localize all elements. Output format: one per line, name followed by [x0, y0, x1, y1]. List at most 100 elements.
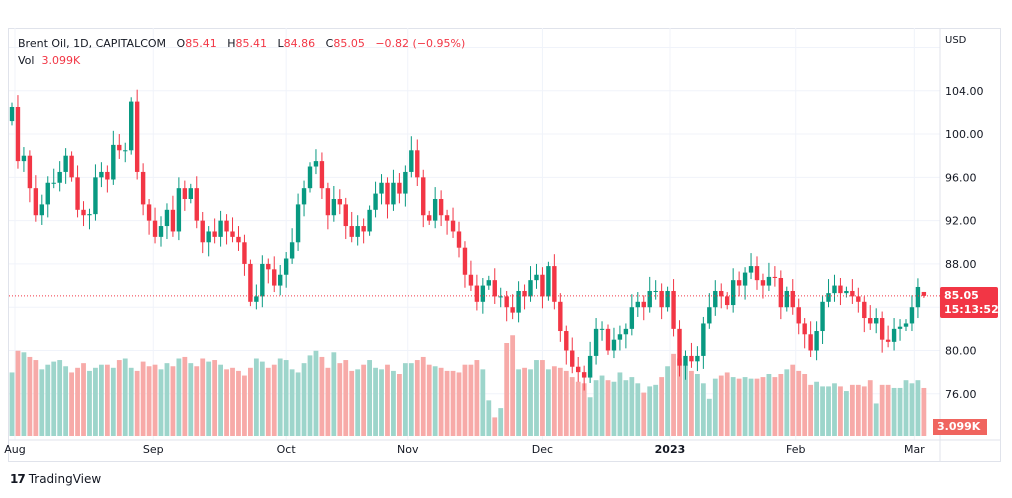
candle-body: [224, 220, 229, 232]
candle-body: [641, 301, 646, 308]
volume-bar: [593, 380, 599, 436]
volume-bar: [33, 360, 39, 436]
volume-bars: [9, 335, 927, 436]
candle-body: [468, 274, 474, 286]
time-axis[interactable]: Aug Sep Oct Nov Dec 2023 Feb Mar: [4, 443, 925, 456]
volume-bar: [599, 375, 605, 436]
volume-bar: [444, 370, 450, 436]
candle-body: [260, 263, 265, 297]
candle-body: [903, 323, 909, 327]
candle-body: [587, 355, 593, 378]
volume-bar: [134, 370, 140, 436]
candle-body: [236, 236, 241, 243]
volume-bar: [253, 358, 259, 436]
chart-legend: Brent Oil, 1D, CAPITALCOM O85.41 H85.41 …: [18, 35, 465, 69]
volume-bar: [408, 363, 414, 436]
candle-body: [9, 107, 15, 122]
volume-bar: [99, 364, 104, 436]
candle-body: [57, 171, 62, 183]
volume-bar: [110, 367, 116, 436]
volume-bar: [784, 369, 790, 436]
volume-bar: [605, 380, 611, 436]
current-volume-label: 3.099K: [933, 419, 987, 435]
candle-body: [313, 161, 319, 167]
volume-bar: [277, 358, 283, 436]
volume-bar: [760, 377, 766, 436]
current-price-label: 85.05 15:13:52: [940, 287, 999, 318]
close-label: C: [325, 37, 334, 50]
volume-bar: [587, 397, 593, 436]
candle-body: [379, 182, 384, 194]
candle-body: [200, 220, 205, 243]
volume-bar: [546, 369, 551, 436]
candle-body: [129, 101, 134, 151]
candle-body: [248, 263, 253, 302]
candle-body: [218, 220, 223, 237]
volume-bar: [15, 350, 21, 436]
candle-body: [862, 301, 867, 319]
volume-bar: [844, 391, 849, 436]
candle-body: [611, 339, 617, 351]
candle-body: [123, 150, 128, 152]
price-tick-label: 80.00: [945, 345, 977, 358]
volume-bar: [81, 363, 86, 436]
candle-body: [117, 144, 122, 151]
candle-body: [730, 280, 736, 306]
candle-body: [15, 107, 21, 162]
volume-bar: [557, 367, 563, 436]
candle-body: [319, 161, 325, 189]
volume-bar: [575, 381, 581, 436]
volume-bar: [641, 392, 647, 436]
candle-body: [498, 296, 503, 298]
candle-body: [748, 266, 754, 273]
volume-bar: [510, 335, 516, 436]
volume-bar: [849, 384, 855, 436]
candle-body: [421, 177, 426, 216]
volume-bar: [635, 383, 641, 436]
volume-bar: [468, 364, 474, 436]
price-axis[interactable]: 76.00 80.00 88.00 92.00 96.00 100.00 104.00: [945, 85, 984, 401]
candle-body: [909, 307, 915, 324]
grid-lines: [9, 28, 1001, 462]
open-value: 85.41: [185, 37, 217, 50]
candle-body: [802, 323, 807, 335]
symbol-title[interactable]: Brent Oil, 1D, CAPITALCOM: [18, 37, 167, 50]
currency-label[interactable]: USD: [945, 35, 967, 46]
volume-bar: [212, 360, 218, 436]
candle-body: [629, 307, 635, 329]
volume-bar: [456, 372, 462, 436]
candle-body: [689, 355, 694, 362]
volume-value: 3.099K: [41, 54, 81, 67]
high-value: 85.41: [235, 37, 268, 50]
volume-bar: [665, 366, 670, 436]
candle-body: [355, 226, 360, 237]
candle-body: [158, 226, 164, 237]
volume-bar: [915, 380, 921, 436]
low-label: L: [277, 37, 284, 50]
candle-body: [170, 209, 176, 232]
volume-bar: [426, 364, 432, 436]
volume-bar: [194, 366, 200, 436]
high-label: H: [227, 37, 236, 50]
candle-body: [671, 290, 676, 329]
candle-body: [760, 280, 766, 286]
candle-body: [665, 290, 670, 308]
volume-bar: [265, 367, 271, 436]
candle-body: [438, 198, 444, 216]
candle-body: [510, 307, 515, 313]
volume-row: Vol 3.099K: [18, 52, 465, 69]
candle-body: [695, 355, 700, 362]
tradingview-logo[interactable]: 17 TradingView: [10, 472, 101, 486]
candle-body: [635, 301, 640, 308]
candle-body: [891, 328, 897, 342]
volume-bar: [391, 370, 396, 436]
volume-bar: [289, 369, 295, 436]
low-value: 84.86: [283, 37, 316, 50]
candle-body: [456, 231, 462, 248]
candle-body: [546, 266, 551, 297]
volume-bar: [164, 363, 170, 436]
volume-bar: [104, 364, 110, 436]
time-tick-label: 2023: [655, 443, 686, 456]
volume-bar: [569, 377, 575, 436]
